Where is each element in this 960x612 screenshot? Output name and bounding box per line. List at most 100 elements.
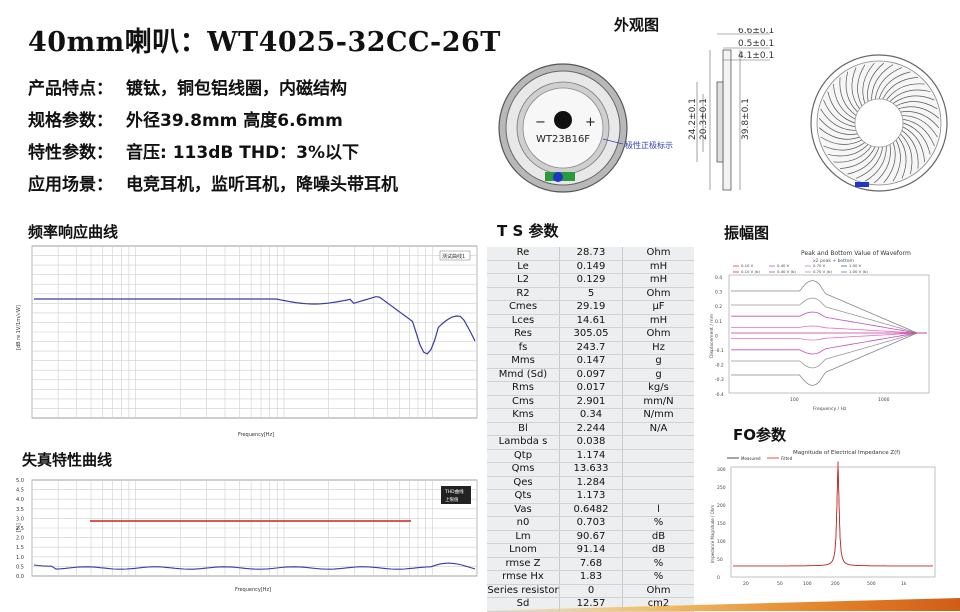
thd-ytick: 0.5	[16, 564, 24, 570]
fo-legend-measured: Measured	[741, 456, 761, 461]
fo-legend-fitted: Fitted	[781, 456, 793, 461]
ts-row: Kms 0.34 N/mm	[487, 408, 694, 423]
ts-cell-val: 0.34	[559, 408, 623, 423]
ts-cell-name: Qms	[487, 462, 560, 477]
ts-cell-unit: g	[622, 354, 694, 369]
fo-impedance-chart: Magnitude of Electrical Impedance Z(f) M…	[710, 450, 936, 587]
ts-cell-val: 0	[559, 584, 623, 598]
fo-xtick: 50	[777, 581, 783, 587]
side-view: 6.6±0.1 0.5±0.1 4.1±0.1 24.2±0.1 20.3±0.…	[688, 28, 774, 191]
ts-cell-val: 2.244	[559, 422, 623, 436]
ts-cell-val: 0.129	[559, 273, 623, 288]
dim-depth: 4.1±0.1	[738, 51, 774, 61]
amp-legend-item: 0.40 V (b)	[777, 269, 796, 274]
ts-row: Cmes 29.19 μF	[487, 300, 694, 315]
ts-cell-name: Cmes	[487, 300, 560, 315]
ts-cell-unit	[622, 462, 694, 477]
ts-cell-name: Rms	[487, 381, 560, 396]
ts-row: Res 305.05 Ohm	[487, 327, 694, 342]
amp-curve	[731, 332, 927, 386]
ts-cell-val: 1.173	[559, 489, 623, 504]
ts-parameters-table: Re 28.73 Ohm Le 0.149 mH L2 0.129 mH R2 5 Ohm Cmes 29…	[487, 247, 694, 612]
spec-value: 电竞耳机，监听耳机，降噪头带耳机	[126, 175, 398, 195]
polarity-note: 极性正极标示	[625, 140, 673, 150]
amp-legend-item: 0.10 V (b)	[741, 269, 760, 274]
freq-response-chart: 测试曲线1 [dB re 1V/1m/√W] Frequency[Hz]	[16, 245, 478, 438]
ts-cell-unit: Ohm	[622, 287, 694, 301]
fo-xtick: 500	[867, 581, 876, 587]
ts-cell-name: rmse Hx	[487, 570, 560, 585]
minus-mark: −	[535, 115, 546, 130]
ts-cell-name: Kms	[487, 408, 560, 423]
spec-key: 特性参数：	[28, 143, 113, 163]
ts-cell-val: 305.05	[559, 327, 623, 342]
fo-ytick: 200	[717, 503, 726, 509]
amp-title: Peak and Bottom Value of Waveform	[801, 250, 911, 257]
ts-cell-name: Cms	[487, 395, 560, 409]
dim-thickness: 6.6±0.1	[738, 28, 774, 36]
ts-cell-unit: mm/N	[622, 395, 694, 409]
amp-curve	[731, 280, 927, 334]
ts-cell-val: 0.097	[559, 368, 623, 382]
product-title: 40mm喇叭：WT4025-32CC-26T	[28, 27, 501, 58]
fo-ytick: 150	[717, 521, 726, 527]
amp-xtick-1000: 1000	[878, 397, 890, 403]
amp-legend-item: 0.70 V (b)	[813, 269, 832, 274]
ts-cell-name: Lm	[487, 530, 560, 544]
ts-cell-unit: N/A	[622, 422, 694, 436]
thd-ytick: 2.0	[16, 536, 24, 542]
fo-xtick: 100	[803, 581, 812, 587]
ts-cell-val: 0.703	[559, 516, 623, 531]
amp-legend-item: 0.40 V	[777, 263, 790, 268]
ts-row: Rms 0.017 kg/s	[487, 381, 694, 396]
amp-ytick: -0.2	[715, 363, 724, 369]
fo-fitted-curve	[733, 461, 933, 567]
thd-ytick: 5.0	[16, 478, 24, 484]
thd-ylabel: [%]	[16, 523, 22, 532]
thd-xlabel: Frequency[Hz]	[235, 587, 271, 593]
ts-cell-name: Bl	[487, 422, 560, 436]
thd-ytick: 4.0	[16, 497, 24, 503]
ts-cell-name: Vas	[487, 503, 560, 517]
ts-cell-name: Lnom	[487, 543, 560, 558]
ts-cell-unit	[622, 489, 694, 504]
ts-params-heading: T S 参数	[497, 222, 559, 240]
ts-row: Lnom 91.14 dB	[487, 543, 694, 558]
ts-cell-unit: Ohm	[622, 247, 694, 261]
fo-ytick: 50	[717, 557, 723, 563]
ts-cell-unit: Hz	[622, 341, 694, 355]
ts-cell-val: 243.7	[559, 341, 623, 355]
amp-xlabel: Frequency / Hz	[813, 406, 847, 412]
amp-curve	[731, 297, 927, 334]
freq-response-curve	[34, 296, 476, 355]
ts-cell-unit: Ohm	[622, 584, 694, 598]
thd-chart: 5.04.54.03.53.02.52.01.51.00.50.0 THD曲线 …	[16, 478, 478, 593]
ts-cell-name: R2	[487, 287, 560, 301]
ts-cell-name: Qts	[487, 489, 560, 504]
ts-cell-unit: dB	[622, 530, 694, 544]
front-view: − + WT23B16F 极性正极标示	[498, 63, 673, 193]
ts-cell-unit: mH	[622, 314, 694, 328]
spec-characteristics: 特性参数： 音压: 113dB THD：3%以下	[28, 138, 359, 163]
speaker-drawing: − + WT23B16F 极性正极标示 6.6±0.1 0.5±0.1 4.1±…	[498, 28, 948, 193]
ts-row: Mmd (Sd) 0.097 g	[487, 368, 694, 382]
thd-ytick: 1.5	[16, 545, 24, 551]
thd-ytick: 1.0	[16, 555, 24, 561]
thd-curve	[33, 562, 476, 570]
ts-cell-val: 2.901	[559, 395, 623, 409]
ts-cell-unit	[622, 449, 694, 463]
ts-row: Cms 2.901 mm/N	[487, 395, 694, 409]
thd-ytick: 3.0	[16, 516, 24, 522]
amp-legend-item: 0.70 V	[813, 263, 826, 268]
ts-cell-name: L2	[487, 273, 560, 288]
ts-cell-val: 14.61	[559, 314, 623, 328]
amp-legend-item: 1.00 V (b)	[849, 269, 868, 274]
fo-xtick: 20	[743, 581, 749, 587]
ts-cell-name: Lces	[487, 314, 560, 328]
freq-xlabel: Frequency[Hz]	[238, 432, 274, 438]
ts-cell-name: Qtp	[487, 449, 560, 463]
ts-cell-unit: g	[622, 368, 694, 382]
ts-cell-val: 91.14	[559, 543, 623, 558]
amp-ytick: -0.1	[715, 348, 724, 354]
ts-cell-unit	[622, 476, 694, 490]
